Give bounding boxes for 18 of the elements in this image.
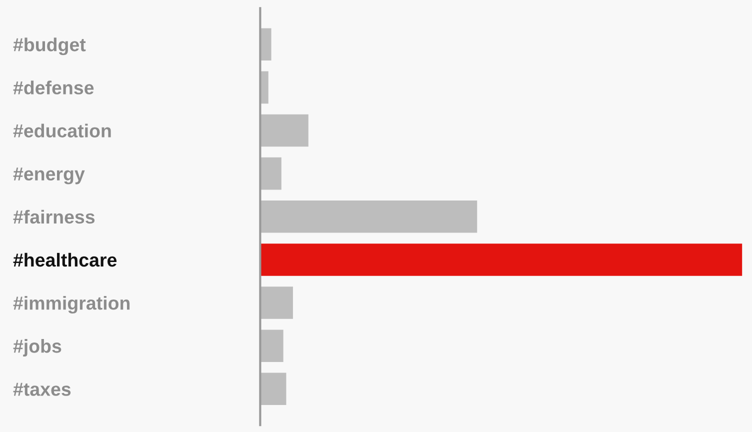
y-tick-label: #fairness <box>13 210 95 224</box>
bar <box>260 244 742 276</box>
y-tick-label: #defense <box>13 80 94 94</box>
y-tick-label: #jobs <box>13 339 62 357</box>
bar <box>260 114 308 147</box>
y-tick-label: #healthcare <box>13 252 117 267</box>
bar <box>260 330 284 362</box>
y-tick-label: #education <box>13 124 111 138</box>
bar <box>260 157 282 190</box>
y-tick-label: #immigration <box>13 296 130 314</box>
bar <box>260 28 272 61</box>
y-tick-label: #taxes <box>13 382 71 396</box>
bar <box>260 200 478 233</box>
y-tick-label: #energy <box>13 168 85 184</box>
y-tick-label: #budget <box>13 38 86 56</box>
bar <box>260 372 286 406</box>
bar <box>260 286 293 319</box>
bar <box>260 71 268 104</box>
